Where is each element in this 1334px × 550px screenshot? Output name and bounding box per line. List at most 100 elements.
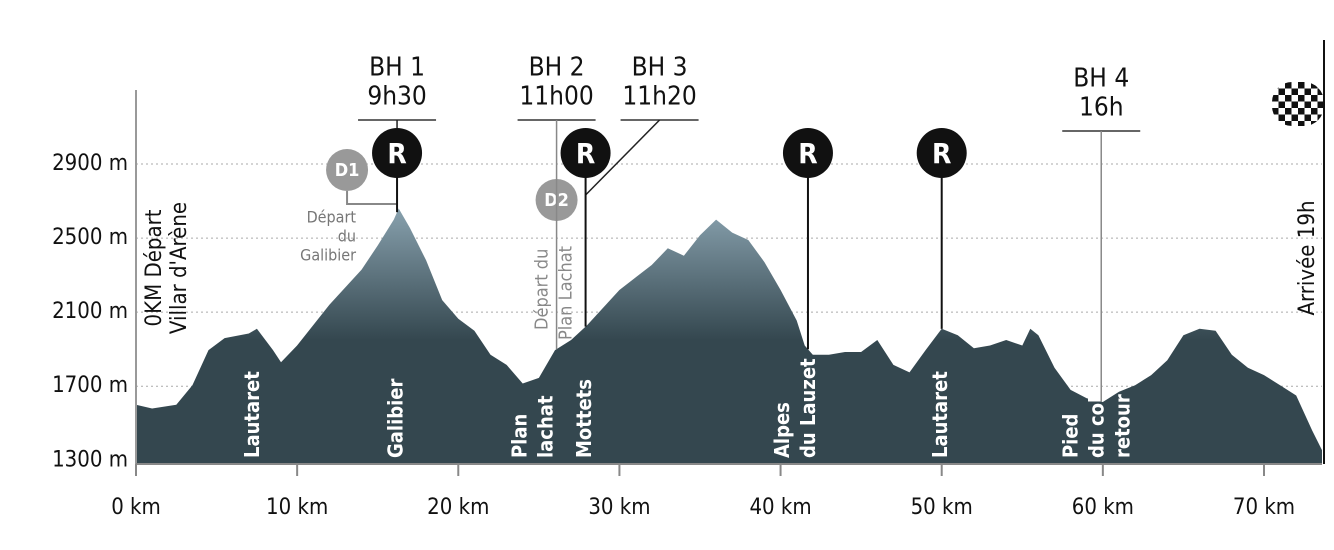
flag-square xyxy=(1272,114,1279,121)
checkpoint-connector xyxy=(585,119,661,196)
departure-bracket xyxy=(346,191,398,205)
x-tick-label: 40 km xyxy=(749,495,811,520)
flag-square xyxy=(1304,88,1311,95)
refuel-marker xyxy=(372,128,423,178)
refuel-marker xyxy=(782,128,833,178)
x-tick-label: 70 km xyxy=(1233,495,1295,520)
elevation-area xyxy=(136,208,1322,464)
checkpoint-name: BH 3 xyxy=(632,53,688,83)
departure-text: Départ du xyxy=(532,249,553,330)
place-label: du col xyxy=(1085,397,1109,458)
flag-square xyxy=(1304,114,1311,121)
flag-square xyxy=(1311,88,1318,95)
place-label: retour xyxy=(1111,394,1135,458)
y-tick-label: 2100 m xyxy=(52,299,128,324)
flag-square xyxy=(1298,101,1305,108)
y-tick-label: 1700 m xyxy=(52,373,128,398)
flag-square xyxy=(1304,108,1311,115)
flag-square xyxy=(1272,121,1279,126)
y-tick-label: 2900 m xyxy=(52,151,128,176)
flag-square xyxy=(1278,82,1285,89)
flag-square xyxy=(1317,108,1324,115)
flag-square xyxy=(1278,88,1285,95)
finish-label: Arrivée 19h xyxy=(1295,201,1320,316)
x-tick-label: 30 km xyxy=(588,495,650,520)
flag-square xyxy=(1304,82,1311,89)
refuel-label: R xyxy=(576,137,595,170)
checkpoint-name: BH 4 xyxy=(1073,64,1129,94)
flag-square xyxy=(1304,101,1311,108)
departure-marker xyxy=(326,149,369,191)
departure-text: Plan Lachat xyxy=(556,246,577,340)
flag-square xyxy=(1311,121,1318,126)
flag-square xyxy=(1291,88,1298,95)
flag-square xyxy=(1291,114,1298,121)
refuel-label: R xyxy=(932,137,951,170)
flag-square xyxy=(1285,88,1292,95)
flag-square xyxy=(1278,101,1285,108)
checkpoint-time: 11h20 xyxy=(622,82,696,112)
place-label: Pied xyxy=(1059,414,1083,458)
place-label: Lautaret xyxy=(240,371,264,458)
flag-square xyxy=(1278,121,1285,126)
checkpoint-time: 11h00 xyxy=(519,82,593,112)
flag-square xyxy=(1285,82,1292,89)
flag-square xyxy=(1311,114,1318,121)
place-label: lachat xyxy=(534,395,558,458)
checkpoint-name: BH 2 xyxy=(529,53,585,83)
flag-square xyxy=(1298,114,1305,121)
flag-square xyxy=(1304,95,1311,102)
flag-square xyxy=(1278,114,1285,121)
flag-square xyxy=(1311,108,1318,115)
x-tick-label: 20 km xyxy=(427,495,489,520)
x-tick-label: 50 km xyxy=(911,495,973,520)
departure-text: Galibier xyxy=(300,246,356,265)
flag-square xyxy=(1291,108,1298,115)
y-tick-label: 1300 m xyxy=(52,447,128,472)
y-tick-label: 2500 m xyxy=(52,225,128,250)
flag-square xyxy=(1311,101,1318,108)
flag-square xyxy=(1311,82,1318,89)
place-label: Plan xyxy=(508,414,532,458)
flag-square xyxy=(1291,121,1298,126)
finish-flag xyxy=(1272,82,1324,126)
place-label: du Lauzet xyxy=(796,358,820,458)
x-tick-label: 10 km xyxy=(266,495,328,520)
place-label: Galibier xyxy=(384,379,408,458)
start-label: Villar d'Arène xyxy=(167,202,192,334)
flag-square xyxy=(1298,95,1305,102)
flag-square xyxy=(1285,108,1292,115)
flag-square xyxy=(1272,95,1279,102)
departure-marker-label: D1 xyxy=(335,160,360,181)
x-tick-label: 60 km xyxy=(1072,495,1134,520)
flag-square xyxy=(1272,101,1279,108)
flag-square xyxy=(1298,121,1305,126)
x-tick-label: 0 km xyxy=(111,495,161,520)
flag-square xyxy=(1285,114,1292,121)
flag-square xyxy=(1285,95,1292,102)
flag-square xyxy=(1298,108,1305,115)
flag-square xyxy=(1311,95,1318,102)
departure-text: Départ xyxy=(307,208,357,227)
flag-square xyxy=(1291,95,1298,102)
flag-square xyxy=(1285,101,1292,108)
checkpoint-name: BH 1 xyxy=(369,53,425,83)
flag-square xyxy=(1304,121,1311,126)
flag-square xyxy=(1272,88,1279,95)
flag-square xyxy=(1278,95,1285,102)
flag-square xyxy=(1317,95,1324,102)
refuel-label: R xyxy=(387,137,406,170)
checkpoint-time: 9h30 xyxy=(367,82,426,112)
flag-square xyxy=(1291,82,1298,89)
flag-square xyxy=(1272,82,1279,89)
checkpoint-time: 16h xyxy=(1079,93,1124,123)
departure-text: du xyxy=(338,227,356,246)
place-label: Mottets xyxy=(572,379,596,458)
flag-square xyxy=(1317,88,1324,95)
refuel-label: R xyxy=(798,137,817,170)
flag-square xyxy=(1291,101,1298,108)
refuel-marker xyxy=(560,128,611,178)
start-label: 0KM Départ xyxy=(142,209,167,326)
